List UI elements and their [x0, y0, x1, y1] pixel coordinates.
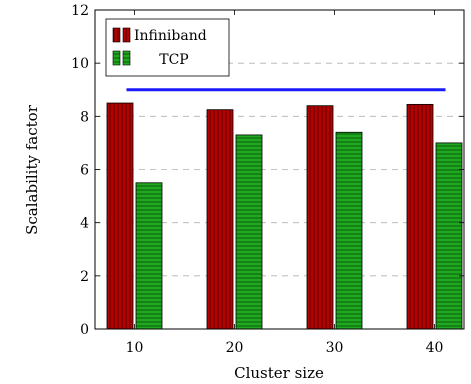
- y-tick-label: 0: [80, 322, 89, 338]
- bar-tcp-30: [335, 131, 363, 330]
- bars-group: [106, 102, 463, 330]
- legend: Infiniband TCP: [105, 18, 230, 77]
- y-tick-label: 12: [71, 3, 89, 19]
- y-tick-label: 6: [80, 163, 89, 179]
- y-tick-label: 10: [71, 56, 89, 72]
- bar-infiniband-40: [406, 103, 434, 330]
- x-axis-ticks: 10 20 30 40: [126, 10, 444, 356]
- y-axis-label: Scalability factor: [23, 104, 41, 235]
- legend-swatch-tcp-1: [112, 50, 121, 66]
- y-tick-label: 8: [80, 109, 89, 125]
- x-tick-label: 30: [326, 340, 344, 356]
- bar-tcp-20: [235, 134, 263, 330]
- legend-label-tcp: TCP: [159, 52, 188, 68]
- legend-swatch-infiniband-1: [112, 27, 121, 43]
- bar-infiniband-10: [106, 102, 134, 330]
- x-tick-label: 20: [226, 340, 244, 356]
- bar-tcp-40: [435, 142, 463, 330]
- y-tick-label: 2: [80, 269, 89, 285]
- bar-infiniband-30: [306, 105, 334, 330]
- y-axis-ticks: 0 2 4 6 8 10 12: [71, 3, 464, 338]
- bar-infiniband-20: [206, 109, 234, 330]
- y-tick-label: 4: [80, 216, 89, 232]
- bar-tcp-10: [135, 182, 163, 330]
- legend-swatch-infiniband-2: [122, 27, 131, 43]
- x-axis-label: Cluster size: [234, 364, 324, 382]
- x-tick-label: 40: [426, 340, 444, 356]
- x-tick-label: 10: [126, 340, 144, 356]
- legend-swatch-tcp-2: [122, 50, 131, 66]
- legend-label-infiniband: Infiniband: [134, 28, 207, 44]
